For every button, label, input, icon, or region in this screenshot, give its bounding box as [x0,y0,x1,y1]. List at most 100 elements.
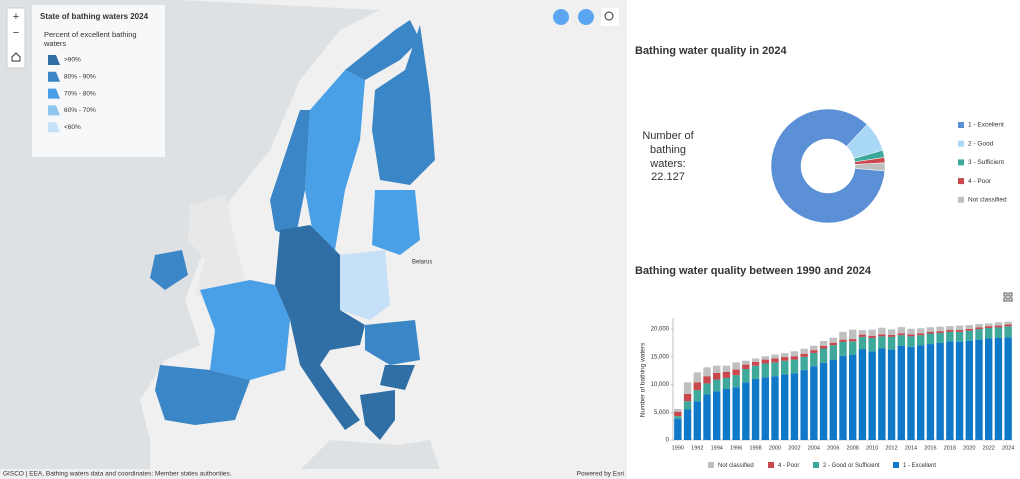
bar-segment [742,360,750,365]
legend-label: 80% - 90% [64,74,96,81]
bar-segment [829,337,837,343]
france [200,280,290,380]
legend-label: Not classified [968,197,1007,204]
bar-segment [955,331,964,342]
ireland [150,250,188,290]
bar-segment [732,375,740,388]
legend-label: 4 - Poor [968,178,992,185]
x-tick-label: 1996 [730,445,742,451]
icon [1008,292,1013,297]
y-tick-label: 5,000 [654,410,670,416]
legend-label: 60% - 70% [64,107,96,114]
zoom-control [6,7,26,69]
bar-segment [771,362,779,377]
norway [270,20,420,240]
x-tick-label: 1992 [691,445,703,451]
bar-segment [878,327,886,335]
info-button[interactable] [578,9,594,25]
x-tick-label: 2014 [905,445,917,451]
bar-segment [1004,324,1012,327]
layers-button[interactable] [553,9,569,25]
bar-segment [674,408,682,412]
legend-swatch [958,122,964,128]
bar-segment [994,337,1003,440]
bar-segment [722,371,731,378]
bar-segment [965,325,973,329]
icon [1003,292,1008,297]
zoom-out[interactable]: − [13,27,19,39]
x-tick-label: 2016 [924,445,936,451]
bar-segment [722,365,731,372]
bar-segment [732,362,740,370]
bar-segment [732,369,740,376]
x-tick-label: 2000 [769,445,781,451]
bar-segment [839,331,847,340]
bar-segment [926,331,935,334]
bar-segment [868,337,876,352]
bar-segment [790,351,799,357]
bar-segment [693,401,701,440]
bar-segment [926,333,935,345]
germany [275,225,340,330]
legend-swatch [958,196,964,203]
legend-label: 2 - Good or Sufficient [823,463,880,469]
bar-segment [955,330,964,332]
bar-segment [936,342,944,440]
bar-segment [985,323,993,327]
bar-segment [722,388,731,440]
bar-segment [703,376,711,384]
bar-segment [722,377,731,389]
bar-segment [819,346,828,349]
legend-swatch [48,105,60,116]
bar-segment [839,339,847,342]
bar-segment [975,323,983,328]
bar-segment [985,326,993,328]
bar-segment [965,330,973,341]
bar-segment [839,355,847,440]
home-button[interactable] [11,52,21,62]
bar-segment [800,370,808,440]
attribution-bar [0,469,627,479]
legend-swatch [958,159,964,166]
bar-segment [683,393,692,402]
legend-label: 1 - Excellent [903,463,936,469]
bar-segment [868,329,876,336]
y-tick-label: 0 [666,438,670,444]
legend-label: 70% - 80% [64,90,96,97]
bar-segment [732,387,740,440]
x-tick-label: 2008 [847,445,859,451]
legend-label: 4 - Poor [778,463,799,469]
bar-segment [810,366,818,440]
bar-segment [819,348,828,363]
italy-austria [290,310,365,430]
bar-segment [790,356,799,360]
bar-segment [790,373,799,440]
attribution: GISCO | EEA, Bathing waters data and coo… [3,471,232,478]
bar-segment [742,382,750,440]
poland [340,250,390,320]
x-tick-label: 2004 [808,445,820,451]
search-button[interactable] [601,8,619,26]
y-axis-title: Number of bathing waters [640,342,647,417]
y-tick-label: 10,000 [651,382,670,388]
bar-segment [858,336,867,350]
donut-title: Bathing water quality in 2024 [635,45,787,57]
iberia [155,365,250,425]
bar-segment [849,354,857,440]
bar-segment [810,345,818,351]
x-tick-label: 2024 [1002,445,1014,451]
legend-label: 3 - Sufficient [968,159,1004,166]
bar-segment [946,331,954,342]
donut-slice [854,162,886,172]
zoom-in[interactable]: + [13,11,19,23]
bar-segment [761,359,769,364]
bar-segment [693,382,701,391]
bar-segment [810,352,818,367]
donut-center-value: 22.127 [651,171,685,183]
bar-segment [878,348,886,440]
bar-segment [926,327,935,332]
bar-segment [751,365,760,379]
expand-button[interactable] [1003,292,1013,302]
x-tick-label: 2018 [944,445,956,451]
bar-segment [742,369,750,383]
